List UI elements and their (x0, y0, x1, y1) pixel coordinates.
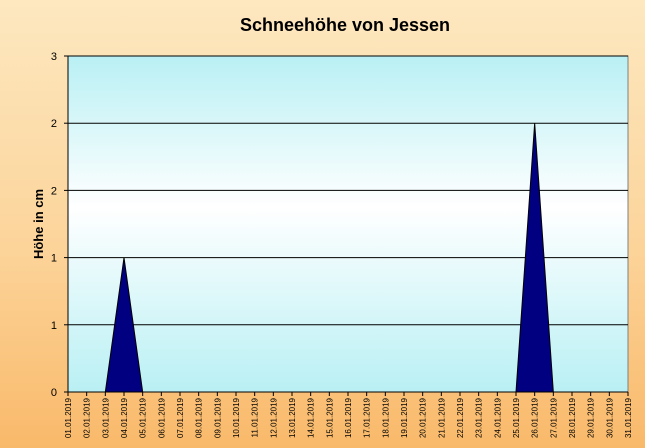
y-tick-label: 3 (51, 51, 57, 63)
x-tick-label: 04.01.2019 (120, 397, 129, 438)
x-tick-label: 10.01.2019 (232, 397, 241, 438)
x-tick-label: 01.01.2019 (64, 397, 73, 438)
x-tick-label: 28.01.2019 (568, 397, 577, 438)
x-tick-label: 22.01.2019 (456, 397, 465, 438)
x-tick-label: 07.01.2019 (176, 397, 185, 438)
x-tick-label: 24.01.2019 (493, 397, 502, 438)
x-tick-label: 23.01.2019 (475, 397, 484, 438)
x-tick-label: 27.01.2019 (549, 397, 558, 438)
x-tick-label: 14.01.2019 (307, 397, 316, 438)
x-tick-label: 25.01.2019 (512, 397, 521, 438)
y-tick-label: 2 (51, 185, 57, 197)
x-tick-label: 06.01.2019 (157, 397, 166, 438)
x-tick-label: 30.01.2019 (605, 397, 614, 438)
x-tick-label: 09.01.2019 (213, 397, 222, 438)
y-tick-label: 0 (51, 387, 57, 399)
x-tick-label: 19.01.2019 (400, 397, 409, 438)
x-tick-label: 20.01.2019 (419, 397, 428, 438)
x-tick-label: 18.01.2019 (381, 397, 390, 438)
y-axis-label: Höhe in cm (31, 189, 46, 259)
y-tick-label: 1 (51, 253, 57, 265)
y-tick-label: 1 (51, 320, 57, 332)
x-tick-label: 13.01.2019 (288, 397, 297, 438)
x-tick-label: 11.01.2019 (251, 397, 260, 437)
x-tick-label: 12.01.2019 (269, 397, 278, 438)
y-tick-labels: 0 1 1 2 2 3 (51, 51, 68, 399)
y-tick-label: 2 (51, 118, 57, 130)
x-tick-label: 15.01.2019 (325, 397, 334, 438)
x-tick-label: 02.01.2019 (83, 397, 92, 438)
x-tick-label: 31.01.2019 (624, 397, 633, 438)
x-tick-labels: 01.01.2019 02.01.2019 03.01.2019 04.01.2019… (64, 392, 633, 438)
x-tick-label: 08.01.2019 (195, 397, 204, 438)
x-tick-label: 21.01.2019 (437, 397, 446, 438)
x-tick-label: 03.01.2019 (101, 397, 110, 438)
x-tick-label: 17.01.2019 (363, 397, 372, 438)
x-tick-label: 29.01.2019 (587, 397, 596, 438)
x-tick-label: 26.01.2019 (531, 397, 540, 438)
chart-title: Schneehöhe von Jessen (240, 15, 450, 35)
x-tick-label: 05.01.2019 (139, 397, 148, 438)
x-tick-label: 16.01.2019 (344, 397, 353, 438)
